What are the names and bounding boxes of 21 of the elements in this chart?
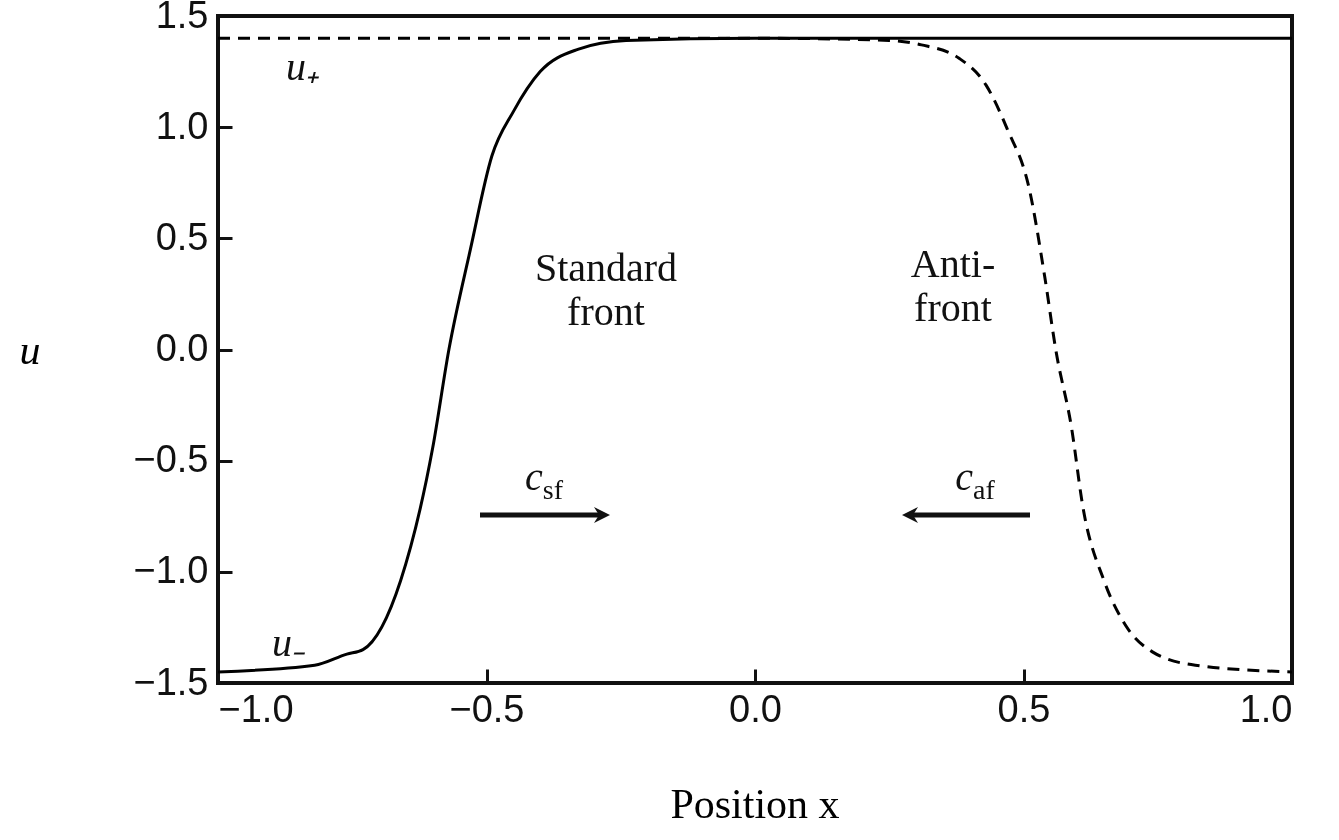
- y-tick-label: −1.0: [133, 549, 209, 592]
- y-tick-label: 1.0: [155, 104, 209, 147]
- y-tick-label: 0.0: [155, 327, 209, 369]
- y-tick-label: 1.5: [155, 0, 209, 36]
- x-tick-label: −0.5: [449, 687, 525, 730]
- x-tick-label: −1.0: [218, 687, 294, 730]
- y-axis-title: u: [19, 325, 41, 374]
- annotation: u₊: [286, 44, 320, 89]
- annotation: u₋: [272, 620, 306, 665]
- annotation: c$_{af}$: [955, 453, 995, 506]
- x-axis-title: Position x: [670, 780, 840, 828]
- y-tick-label: −1.5: [133, 660, 209, 703]
- x-tick-label: 0.0: [729, 687, 782, 730]
- annotation: Anti- front: [910, 241, 996, 330]
- line-series: [218, 36, 1292, 674]
- y-tick-label: 0.5: [155, 215, 209, 258]
- annotation: c$_{sf}$: [525, 453, 563, 506]
- annotation: Standard front: [534, 245, 678, 334]
- x-tick-label: 1.0: [1239, 687, 1293, 730]
- y-tick-label: −0.5: [133, 438, 209, 481]
- x-tick-label: 0.5: [997, 687, 1051, 730]
